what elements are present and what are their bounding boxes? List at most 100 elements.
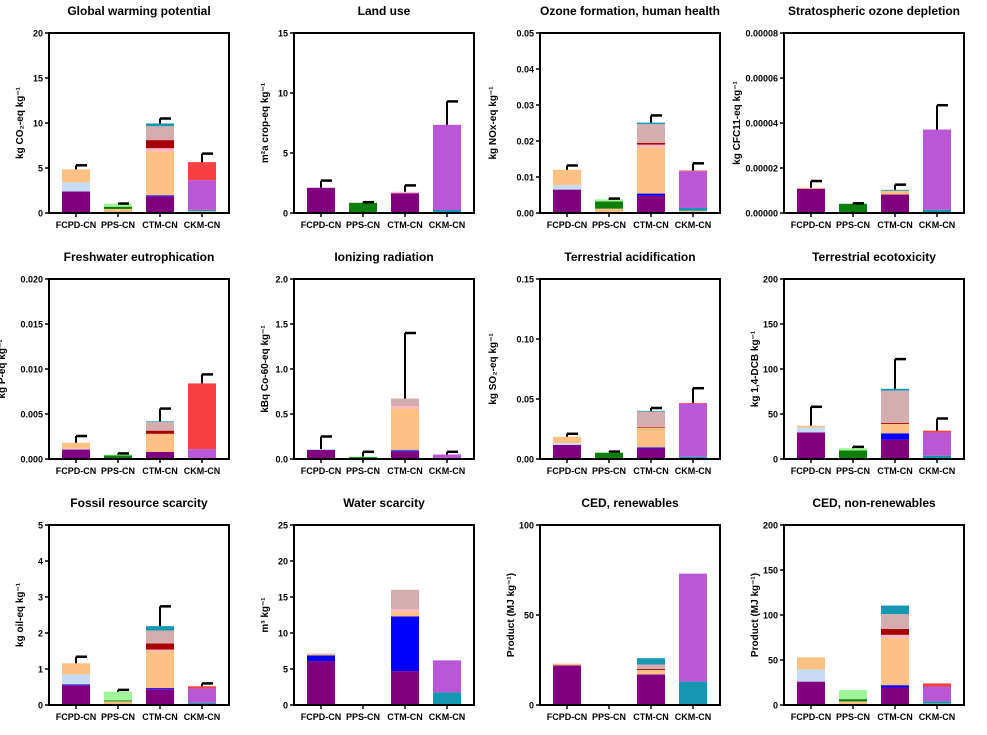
x-tick-label: CKM-CN — [429, 466, 466, 476]
y-tick-label: 2.0 — [275, 275, 288, 285]
panel-ionizing-radiation: Ionizing radiation kBq Co-60-eq kg⁻¹ FCPD-… — [260, 250, 475, 476]
x-tick-label: PPS-CN — [836, 712, 870, 722]
bar-segment-pink — [881, 634, 909, 638]
bar-segment-purple — [62, 191, 90, 213]
bar-segment-peach — [881, 423, 909, 434]
y-tick-label: 0.5 — [275, 410, 288, 420]
x-tick-label: CTM-CN — [877, 466, 913, 476]
bar-segment-green — [104, 455, 132, 459]
bar-segment-purple — [146, 689, 174, 705]
y-axis-label: m²a crop-eq kg⁻¹ — [260, 82, 271, 163]
x-tick-label: CTM-CN — [387, 466, 423, 476]
x-tick-label: PPS-CN — [346, 220, 380, 230]
bar-segment-purple — [146, 451, 174, 459]
chart-title: Global warming potential — [67, 4, 210, 18]
plot-frame — [48, 524, 230, 706]
y-tick-label: 15 — [33, 74, 43, 84]
x-tick-label: FCPD-CN — [56, 220, 97, 230]
bar-segment-purple — [637, 674, 665, 705]
x-tick-label: CKM-CN — [675, 220, 712, 230]
y-tick-label: 1.5 — [275, 320, 288, 330]
chart-title: Ozone formation, human health — [540, 4, 720, 18]
bar-segment-lightblue — [62, 182, 90, 192]
bar-segment-purple — [307, 187, 335, 213]
bar-segment-lightblue — [307, 449, 335, 450]
y-tick-label: 50 — [524, 611, 534, 621]
bar-segment-purple — [62, 449, 90, 459]
plot-frame — [293, 524, 475, 706]
bar-segment-teal — [433, 210, 461, 213]
x-tick-label: FCPD-CN — [56, 466, 97, 476]
bar-segment-peach — [307, 653, 335, 656]
bar-segment-teal — [881, 189, 909, 191]
bar-segment-green — [349, 202, 377, 213]
panel-global-warming-potential: Global warming potential kg CO₂-eq kg⁻¹ FC… — [15, 4, 230, 230]
chart-title: CED, non-renewables — [812, 496, 936, 510]
bar-segment-teal — [881, 388, 909, 391]
y-tick-label: 0.00 — [516, 455, 534, 465]
y-axis-label: kg 1,4-DCB kg⁻¹ — [750, 330, 761, 407]
x-tick-label: CKM-CN — [675, 712, 712, 722]
bar-segment-rosy — [146, 126, 174, 141]
bar-segment-orchid — [433, 454, 461, 459]
y-axis-label: kg oil-eq kg⁻¹ — [15, 582, 26, 647]
y-tick-label: 0.04 — [516, 65, 534, 75]
bar-segment-purple — [553, 189, 581, 213]
bar-segment-teal — [637, 410, 665, 412]
bar-segment-darkred — [881, 423, 909, 424]
y-tick-label: 100 — [763, 611, 778, 621]
chart-title: Terrestrial ecotoxicity — [812, 250, 936, 264]
panel-fossil-resource-scarcity: Fossil resource scarcity kg oil-eq kg⁻¹ FC… — [15, 496, 230, 722]
x-tick-label: FCPD-CN — [301, 466, 342, 476]
bar-segment-rosy — [637, 411, 665, 427]
y-tick-label: 0.05 — [516, 395, 534, 405]
panel-terrestrial-acidification: Terrestrial acidification kg SO₂-eq kg⁻¹ F… — [488, 250, 721, 476]
x-tick-label: CTM-CN — [633, 712, 669, 722]
bar-segment-teal — [188, 702, 216, 704]
x-tick-label: FCPD-CN — [547, 712, 588, 722]
bar-segment-green — [104, 700, 132, 702]
bar-segment-purple — [797, 188, 825, 213]
x-tick-label: CTM-CN — [633, 466, 669, 476]
y-tick-label: 15 — [278, 29, 288, 39]
bar-segment-blue — [391, 450, 419, 452]
x-tick-label: CTM-CN — [142, 712, 178, 722]
x-tick-label: CKM-CN — [184, 466, 221, 476]
plot-frame — [539, 524, 721, 706]
x-tick-label: CTM-CN — [877, 220, 913, 230]
bar-segment-orchid — [188, 180, 216, 210]
y-axis-label: kg CO₂-eq kg⁻¹ — [15, 86, 26, 159]
y-tick-label: 0.15 — [516, 275, 534, 285]
bar-segment-lightblue — [553, 184, 581, 190]
x-tick-label: CKM-CN — [675, 466, 712, 476]
y-tick-label: 5 — [38, 521, 43, 531]
bar-segment-darkred — [637, 426, 665, 428]
bar-segment-red — [923, 430, 951, 433]
x-tick-label: FCPD-CN — [547, 466, 588, 476]
y-tick-label: 50 — [768, 410, 778, 420]
bar-segment-rosy — [391, 589, 419, 610]
x-tick-label: CTM-CN — [387, 220, 423, 230]
bar-segment-red — [188, 383, 216, 450]
bar-segment-purple — [637, 448, 665, 459]
y-tick-label: 0 — [38, 209, 43, 219]
y-tick-label: 0.00000 — [745, 209, 778, 219]
y-tick-label: 10 — [278, 629, 288, 639]
bar-segment-green — [839, 699, 867, 702]
bar-segment-blue — [637, 447, 665, 449]
bar-segment-orchid — [923, 129, 951, 210]
bar-segment-purple — [637, 195, 665, 213]
y-tick-label: 0 — [773, 455, 778, 465]
y-tick-label: 2 — [38, 629, 43, 639]
bar-segment-rosy — [881, 390, 909, 423]
bar-segment-blue — [881, 685, 909, 688]
y-tick-label: 0.0 — [275, 455, 288, 465]
bar-segment-peach — [391, 408, 419, 451]
bar-segment-green — [349, 457, 377, 459]
y-tick-label: 0 — [38, 701, 43, 711]
plot-frame — [783, 524, 965, 706]
plot-frame — [783, 278, 965, 460]
x-tick-label: FCPD-CN — [791, 466, 832, 476]
x-tick-label: CKM-CN — [184, 712, 221, 722]
